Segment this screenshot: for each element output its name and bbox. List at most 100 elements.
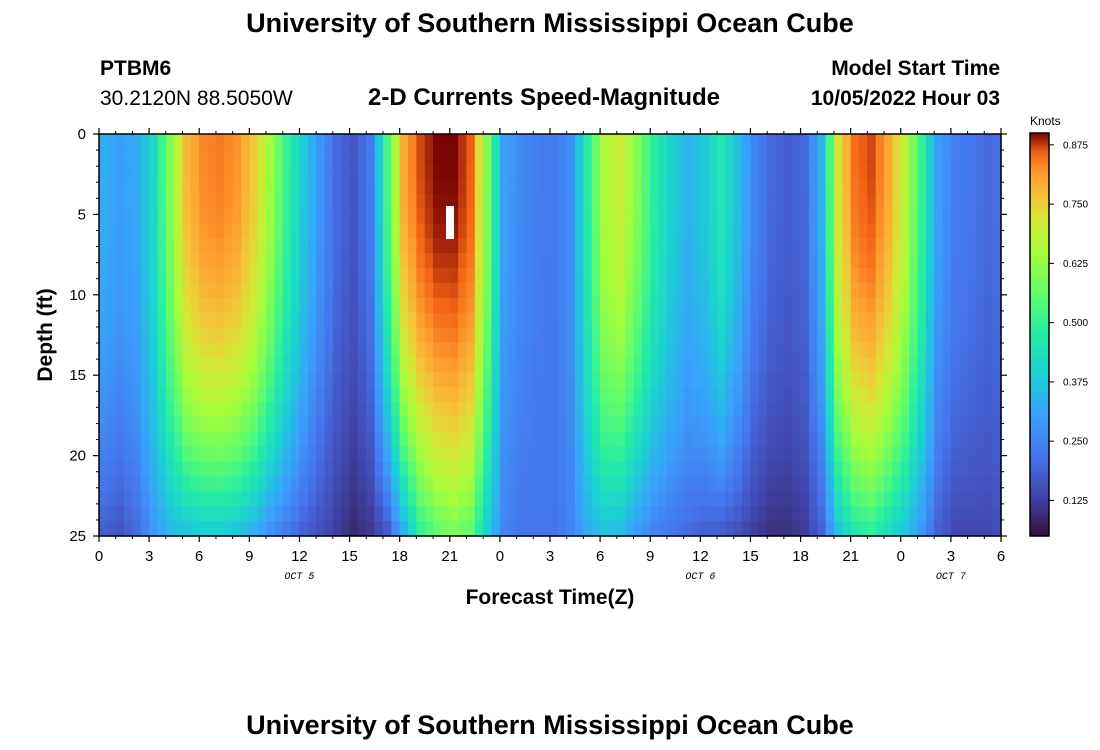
- heat-cell: [474, 134, 484, 150]
- heat-cell: [391, 372, 401, 388]
- heat-cell: [449, 282, 459, 299]
- heat-cell: [934, 342, 944, 358]
- heat-cell: [508, 446, 518, 463]
- heat-cell: [800, 506, 810, 522]
- heat-cell: [533, 134, 543, 150]
- heat-cell: [550, 268, 559, 284]
- heat-cell: [416, 312, 426, 329]
- heat-cell: [742, 208, 752, 224]
- heat-cell: [174, 521, 184, 537]
- heat-cell: [257, 446, 267, 463]
- heat-cell: [249, 342, 259, 358]
- heat-cell: [909, 491, 919, 507]
- heat-cell: [800, 491, 810, 507]
- heat-cell: [742, 387, 752, 403]
- heat-cell: [249, 416, 259, 433]
- heat-cell: [641, 446, 651, 463]
- heat-cell: [357, 268, 367, 284]
- heat-cell: [533, 312, 543, 329]
- heat-cell: [458, 431, 468, 448]
- heat-cell: [691, 461, 701, 478]
- heat-cell: [266, 357, 275, 373]
- y-tick-label: 5: [78, 206, 86, 223]
- heat-cell: [466, 297, 476, 314]
- heat-cell: [884, 342, 894, 358]
- heat-cell: [800, 312, 810, 329]
- heat-cell: [984, 208, 994, 224]
- heat-cell: [775, 342, 785, 358]
- heat-cell: [700, 416, 710, 433]
- heat-cell: [257, 372, 267, 388]
- heat-cell: [633, 491, 643, 507]
- heat-cell: [583, 223, 593, 239]
- heat-cell: [524, 208, 534, 224]
- heat-cell: [909, 327, 919, 344]
- heat-cell: [491, 387, 501, 403]
- date-label: OCT 7: [936, 572, 966, 583]
- heat-cell: [792, 178, 802, 195]
- heat-cell: [658, 282, 668, 299]
- heat-cell: [691, 297, 701, 314]
- heat-cell: [717, 461, 726, 478]
- heat-cell: [859, 431, 868, 448]
- heat-cell: [441, 208, 451, 224]
- heat-cell: [717, 446, 726, 463]
- heat-cell: [808, 163, 818, 180]
- heat-cell: [224, 327, 234, 344]
- heat-cell: [608, 521, 618, 537]
- heat-cell: [700, 268, 710, 284]
- heat-cell: [474, 372, 484, 388]
- heat-cell: [382, 178, 392, 195]
- x-tick-label: 9: [646, 548, 654, 565]
- heat-cell: [992, 223, 1002, 239]
- heat-cell: [758, 193, 768, 210]
- heat-cell: [140, 134, 150, 150]
- heat-cell: [341, 238, 351, 254]
- y-tick-label: 10: [69, 287, 86, 304]
- heat-cell: [174, 163, 184, 180]
- heat-cell: [132, 312, 142, 329]
- heat-cell: [474, 357, 484, 373]
- heat-cell: [215, 238, 225, 254]
- heat-cell: [266, 193, 275, 210]
- heat-cell: [382, 312, 392, 329]
- heat-cell: [332, 163, 342, 180]
- heat-cell: [992, 208, 1002, 224]
- heat-cell: [575, 446, 585, 463]
- heat-cell: [433, 431, 443, 448]
- heat-cell: [984, 521, 994, 537]
- heat-cell: [616, 476, 626, 492]
- heat-cell: [591, 491, 601, 507]
- heat-cell: [600, 521, 610, 537]
- heat-cell: [875, 372, 885, 388]
- heat-cell: [357, 387, 367, 403]
- heat-cell: [240, 178, 250, 195]
- heat-cell: [717, 163, 726, 180]
- heat-cell: [792, 476, 802, 492]
- heat-cell: [733, 357, 743, 373]
- heat-cell: [257, 163, 267, 180]
- heat-cell: [199, 342, 209, 358]
- heat-cell: [783, 148, 793, 165]
- heat-cell: [99, 327, 108, 344]
- heat-cell: [257, 387, 267, 403]
- heat-cell: [483, 446, 493, 463]
- heat-cell: [842, 431, 852, 448]
- heat-cell: [199, 357, 209, 373]
- heat-cell: [165, 357, 175, 373]
- heat-cell: [524, 223, 534, 239]
- heat-cell: [700, 223, 710, 239]
- heat-cell: [959, 193, 969, 210]
- heat-cell: [366, 476, 376, 492]
- heat-cell: [633, 253, 643, 269]
- heat-cell: [357, 416, 367, 433]
- heat-cell: [691, 431, 701, 448]
- heat-cell: [783, 297, 793, 314]
- heat-cell: [725, 446, 735, 463]
- heat-cell: [474, 282, 484, 299]
- heat-cell: [349, 342, 359, 358]
- heat-cell: [391, 208, 401, 224]
- heat-cell: [909, 416, 919, 433]
- heat-cell: [207, 506, 217, 522]
- heat-cell: [341, 223, 351, 239]
